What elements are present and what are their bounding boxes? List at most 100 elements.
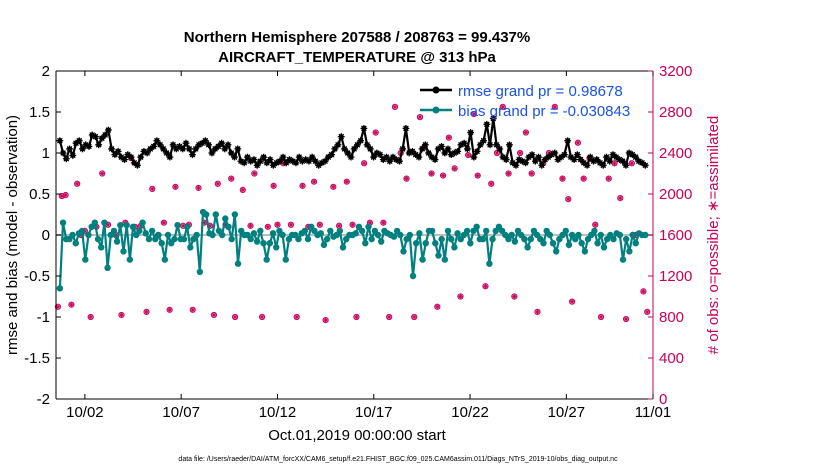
rmse-point bbox=[431, 156, 439, 163]
y-tick-label: -1.5 bbox=[24, 350, 50, 367]
obs-possible-marker bbox=[247, 222, 254, 229]
obs-assimilated-marker bbox=[566, 196, 571, 202]
rmse-point bbox=[502, 156, 510, 163]
bias-point bbox=[578, 240, 585, 247]
rmse-point bbox=[292, 159, 300, 167]
obs-possible-marker bbox=[322, 316, 329, 324]
bias-point bbox=[365, 223, 372, 230]
y2-tick-label: 2400 bbox=[659, 145, 692, 162]
bias-point bbox=[158, 240, 165, 247]
bias-point bbox=[203, 211, 210, 218]
obs-assimilated-marker bbox=[300, 183, 305, 188]
bias-point bbox=[549, 240, 557, 247]
rmse-point bbox=[328, 151, 335, 159]
obs-possible-marker bbox=[270, 182, 277, 189]
obs-assimilated-marker bbox=[275, 222, 280, 227]
bias-point bbox=[632, 240, 639, 247]
obs-assimilated-marker bbox=[196, 185, 201, 191]
obs-possible-marker bbox=[62, 191, 69, 199]
bias-point bbox=[72, 240, 79, 247]
bias-point bbox=[432, 240, 439, 247]
rmse-point bbox=[376, 151, 384, 159]
rmse-point bbox=[266, 156, 274, 163]
bias-point bbox=[489, 235, 496, 243]
y2-tick-label: 2800 bbox=[659, 104, 692, 121]
rmse-point bbox=[101, 131, 109, 139]
obs-possible-marker bbox=[349, 221, 356, 228]
rmse-point bbox=[282, 159, 290, 167]
obs-assimilated-marker bbox=[529, 171, 534, 176]
rmse-point bbox=[185, 145, 193, 153]
bias-point bbox=[575, 231, 582, 239]
bias-point bbox=[451, 244, 458, 251]
obs-possible-marker bbox=[428, 170, 435, 177]
obs-assimilated-marker bbox=[417, 114, 423, 120]
bias-point bbox=[180, 235, 188, 243]
y2-tick-label: 3200 bbox=[659, 63, 692, 80]
rmse-point bbox=[227, 149, 235, 157]
y-tick-label: 0.5 bbox=[29, 186, 50, 203]
rmse-point bbox=[253, 161, 261, 169]
obs-possible-marker bbox=[195, 184, 202, 191]
bias-point bbox=[273, 244, 280, 251]
obs-possible-marker bbox=[343, 178, 350, 185]
rmse-point bbox=[483, 120, 491, 128]
x-tick-label: 10/07 bbox=[162, 404, 200, 421]
bias-point bbox=[616, 231, 624, 239]
bias-point bbox=[562, 227, 569, 235]
obs-possible-marker bbox=[239, 186, 246, 193]
rmse-point bbox=[75, 137, 83, 145]
bias-point bbox=[142, 230, 149, 237]
bias-point bbox=[117, 221, 124, 229]
rmse-point bbox=[531, 157, 539, 165]
rmse-point bbox=[564, 137, 572, 145]
obs-assimilated-marker bbox=[294, 314, 299, 320]
rmse-point bbox=[182, 139, 190, 147]
obs-assimilated-marker bbox=[88, 314, 93, 320]
obs-assimilated-marker bbox=[190, 307, 195, 313]
rmse-point bbox=[496, 145, 504, 153]
obs-assimilated-marker bbox=[252, 171, 257, 176]
bias-point bbox=[317, 230, 324, 237]
obs-assimilated-marker bbox=[412, 314, 417, 320]
bias-point bbox=[419, 256, 426, 263]
bias-point bbox=[247, 235, 254, 243]
rmse-point bbox=[360, 125, 368, 132]
bias-point bbox=[448, 235, 455, 243]
bias-point bbox=[358, 227, 366, 235]
bias-point bbox=[527, 235, 534, 243]
obs-assimilated-marker bbox=[373, 130, 378, 135]
rmse-point bbox=[189, 151, 196, 159]
bias-point bbox=[104, 264, 111, 271]
rmse-point bbox=[538, 161, 546, 169]
bias-point bbox=[623, 235, 630, 243]
y-tick-label: 2 bbox=[42, 63, 50, 80]
obs-possible-marker bbox=[330, 183, 337, 190]
bias-point bbox=[508, 231, 515, 239]
rmse-point bbox=[95, 141, 103, 149]
obs-assimilated-marker bbox=[523, 130, 529, 135]
bias-point bbox=[416, 230, 423, 237]
obs-assimilated-marker bbox=[629, 161, 635, 166]
rmse-point bbox=[567, 153, 575, 161]
rmse-point bbox=[347, 153, 355, 161]
bias-point bbox=[591, 227, 598, 235]
obs-possible-marker bbox=[87, 313, 94, 321]
obs-assimilated-marker bbox=[581, 176, 586, 181]
obs-possible-marker bbox=[416, 114, 424, 121]
obs-assimilated-marker bbox=[618, 195, 623, 201]
obs-assimilated-marker bbox=[483, 284, 488, 289]
y2-tick-label: 0 bbox=[659, 391, 667, 408]
rmse-point bbox=[366, 145, 374, 153]
obs-possible-marker bbox=[640, 288, 647, 295]
obs-assimilated-marker bbox=[344, 179, 349, 184]
obs-assimilated-marker bbox=[265, 224, 271, 229]
bias-point bbox=[546, 231, 554, 239]
bias-point bbox=[225, 223, 232, 230]
bias-point bbox=[209, 231, 216, 239]
obs-assimilated-marker bbox=[232, 314, 238, 320]
obs-possible-marker bbox=[143, 308, 150, 315]
obs-possible-marker bbox=[534, 308, 541, 315]
bias-point bbox=[222, 215, 229, 222]
bias-point bbox=[362, 240, 369, 247]
